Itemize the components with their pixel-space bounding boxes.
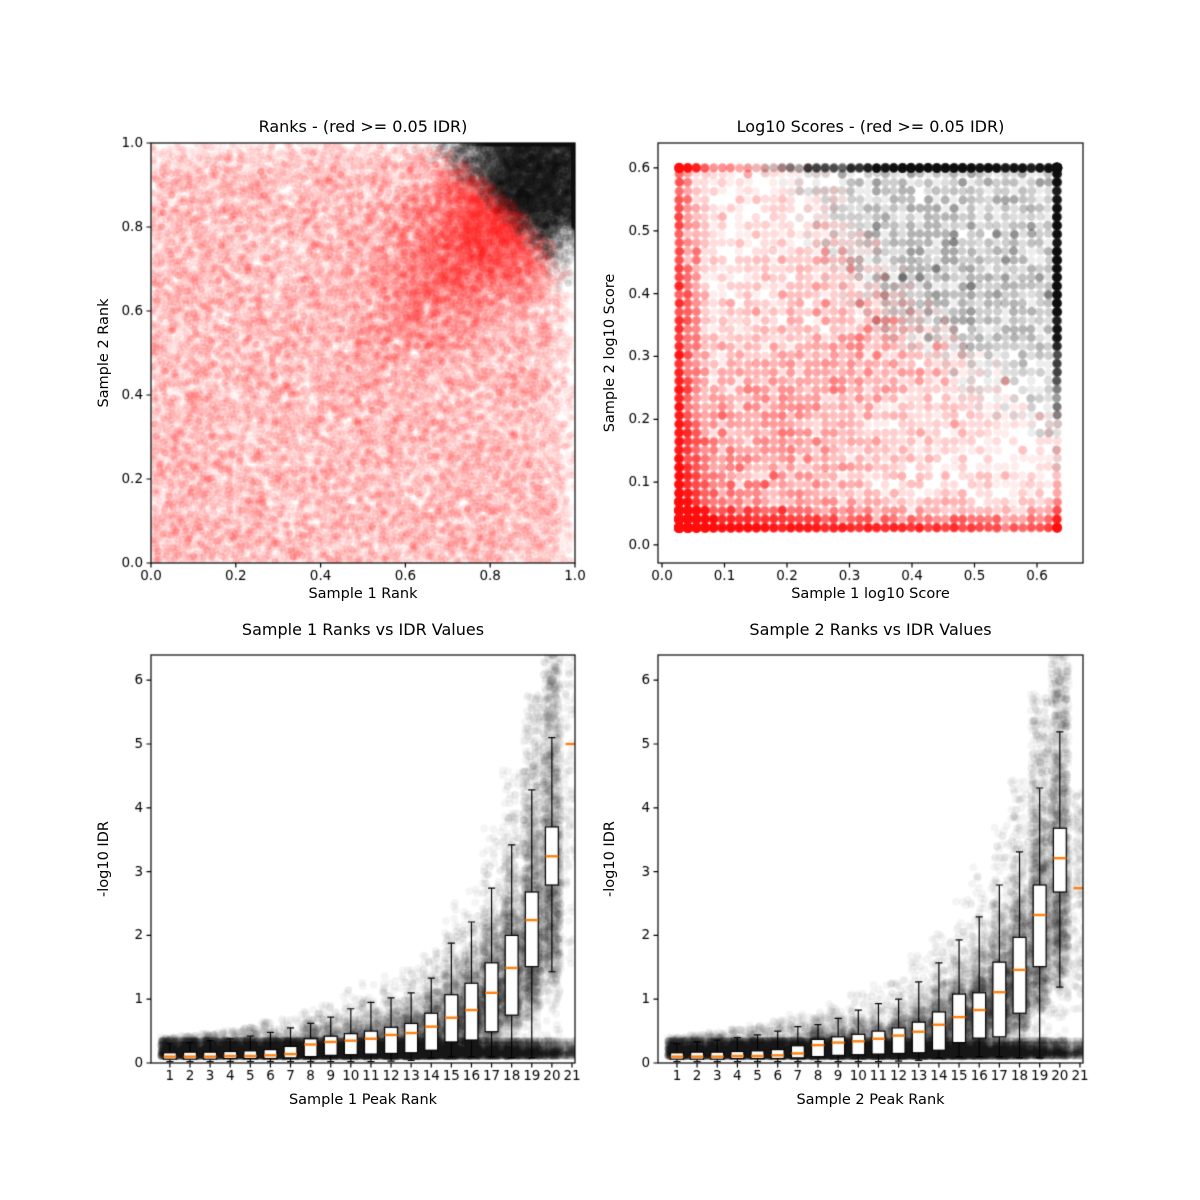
panel1-ylabel: Sample 2 Rank <box>96 298 112 408</box>
panel1-title: Ranks - (red >= 0.05 IDR) <box>258 117 468 136</box>
panel2-ylabel: Sample 2 log10 Score <box>602 273 618 433</box>
panel4-title: Sample 2 Ranks vs IDR Values <box>749 620 992 639</box>
panel2-xlabel: Sample 1 log10 Score <box>791 586 950 602</box>
panel1-xlabel: Sample 1 Rank <box>308 586 418 602</box>
panel4-ylabel: -log10 IDR <box>602 821 618 897</box>
panel3-xlabel: Sample 1 Peak Rank <box>288 1092 438 1108</box>
panel4-xlabel: Sample 2 Peak Rank <box>796 1092 945 1108</box>
panel3-title: Sample 1 Ranks vs IDR Values <box>241 620 485 639</box>
panel2-title: Log10 Scores - (red >= 0.05 IDR) <box>736 117 1005 136</box>
panel3-ylabel: -log10 IDR <box>96 821 112 897</box>
